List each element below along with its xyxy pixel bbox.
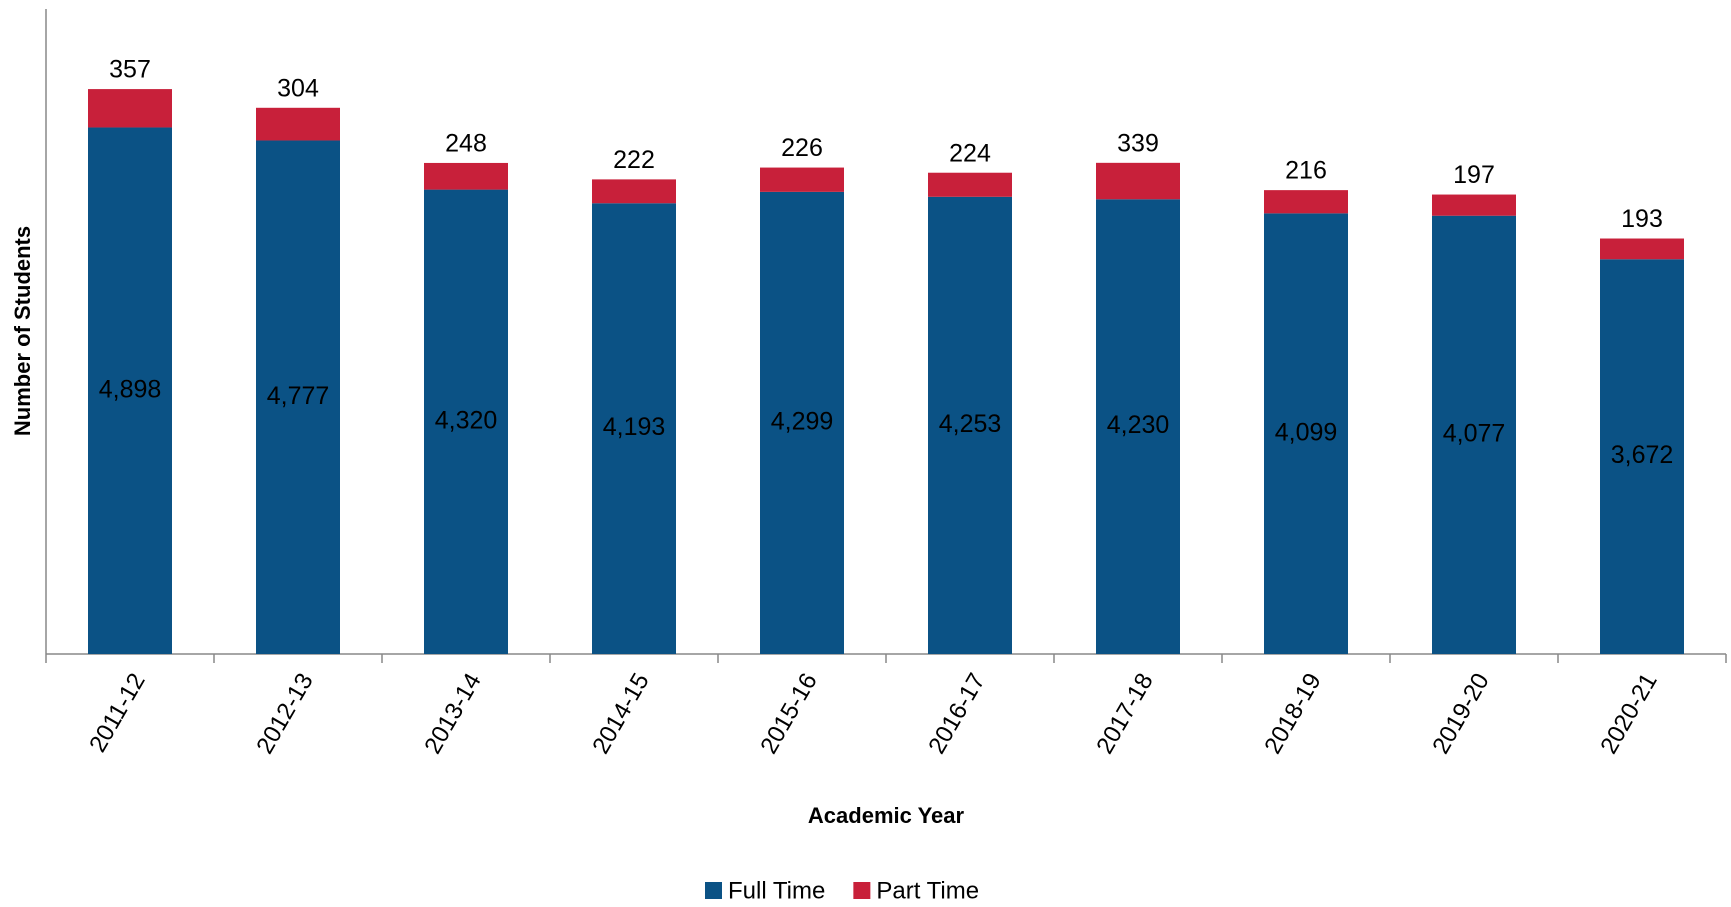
data-label: 304 [277, 74, 319, 102]
data-label: 4,099 [1275, 418, 1338, 446]
bar-segment [928, 172, 1012, 197]
bar-segment [256, 107, 340, 141]
data-label: 357 [109, 56, 151, 84]
data-label: 216 [1285, 157, 1327, 185]
bar-segment [88, 89, 172, 128]
data-label: 4,777 [267, 382, 330, 410]
bar-segment [256, 140, 340, 654]
x-tick-label: 2011-12 [84, 669, 151, 757]
x-tick-label: 2014-15 [587, 669, 654, 759]
data-label: 4,898 [99, 375, 162, 403]
data-label: 248 [445, 130, 487, 158]
bar-segment [1096, 199, 1180, 654]
data-label: 197 [1453, 161, 1495, 189]
legend-label: Full Time [728, 877, 825, 904]
data-label: 4,299 [771, 408, 834, 436]
data-label: 193 [1621, 205, 1663, 233]
x-axis-title: Academic Year [808, 803, 965, 828]
bar-segment [1600, 259, 1684, 654]
legend-label: Part Time [876, 877, 979, 904]
x-tick-label: 2013-14 [419, 669, 486, 759]
bar-segment [1432, 194, 1516, 216]
data-label: 4,193 [603, 413, 666, 441]
x-tick-label: 2015-16 [755, 669, 822, 759]
data-label: 4,077 [1443, 419, 1506, 447]
bar-segment [424, 189, 508, 654]
legend-swatch [705, 882, 722, 899]
bar-segment [760, 191, 844, 655]
bar-segment [592, 203, 676, 654]
y-axis-title: Number of Students [10, 226, 35, 436]
bar-segment [1096, 162, 1180, 200]
data-label: 3,672 [1611, 441, 1674, 469]
data-label: 226 [781, 134, 823, 162]
legend-swatch [853, 882, 871, 899]
bar-segment [928, 196, 1012, 655]
bar-segment [1264, 190, 1348, 214]
bar-segment [592, 179, 676, 204]
x-tick-label: 2016-17 [923, 669, 990, 759]
bar-segment [1600, 238, 1684, 260]
data-label: 4,320 [435, 406, 498, 434]
data-label: 222 [613, 146, 655, 174]
data-label: 339 [1117, 129, 1159, 157]
x-tick-label: 2019-20 [1427, 669, 1494, 759]
data-label: 4,230 [1107, 411, 1170, 439]
bar-segment [760, 167, 844, 192]
bar-segment [1432, 215, 1516, 654]
x-tick-label: 2012-13 [251, 669, 318, 759]
x-tick-label: 2017-18 [1091, 669, 1158, 759]
bar-segment [88, 127, 172, 655]
data-label: 224 [949, 139, 991, 167]
data-label: 4,253 [939, 410, 1002, 438]
bar-segment [424, 162, 508, 190]
x-tick-label: 2018-19 [1259, 669, 1326, 759]
x-tick-label: 2020-21 [1595, 669, 1662, 759]
bar-segment [1264, 213, 1348, 655]
